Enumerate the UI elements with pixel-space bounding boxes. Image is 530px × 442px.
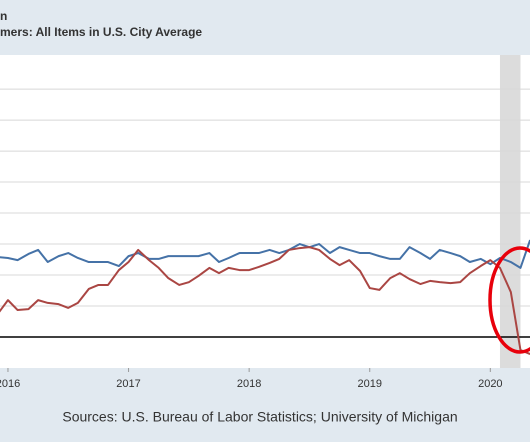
x-tick-label: 2020 [478, 378, 502, 390]
x-tick-label: 2016 [0, 378, 20, 390]
x-tick-label: 2018 [237, 378, 261, 390]
recession-band [499, 55, 521, 368]
series-line [0, 246, 530, 355]
chart-title: n [0, 9, 7, 23]
plot [0, 55, 530, 368]
chart-subtitle: mers: All Items in U.S. City Average [0, 25, 202, 39]
plot-area [0, 55, 530, 368]
x-tick-label: 2017 [116, 378, 140, 390]
source-note: Sources: U.S. Bureau of Labor Statistics… [62, 409, 457, 425]
highlight-circle [488, 246, 530, 354]
series-line [0, 239, 530, 269]
x-tick-label: 2019 [357, 378, 381, 390]
